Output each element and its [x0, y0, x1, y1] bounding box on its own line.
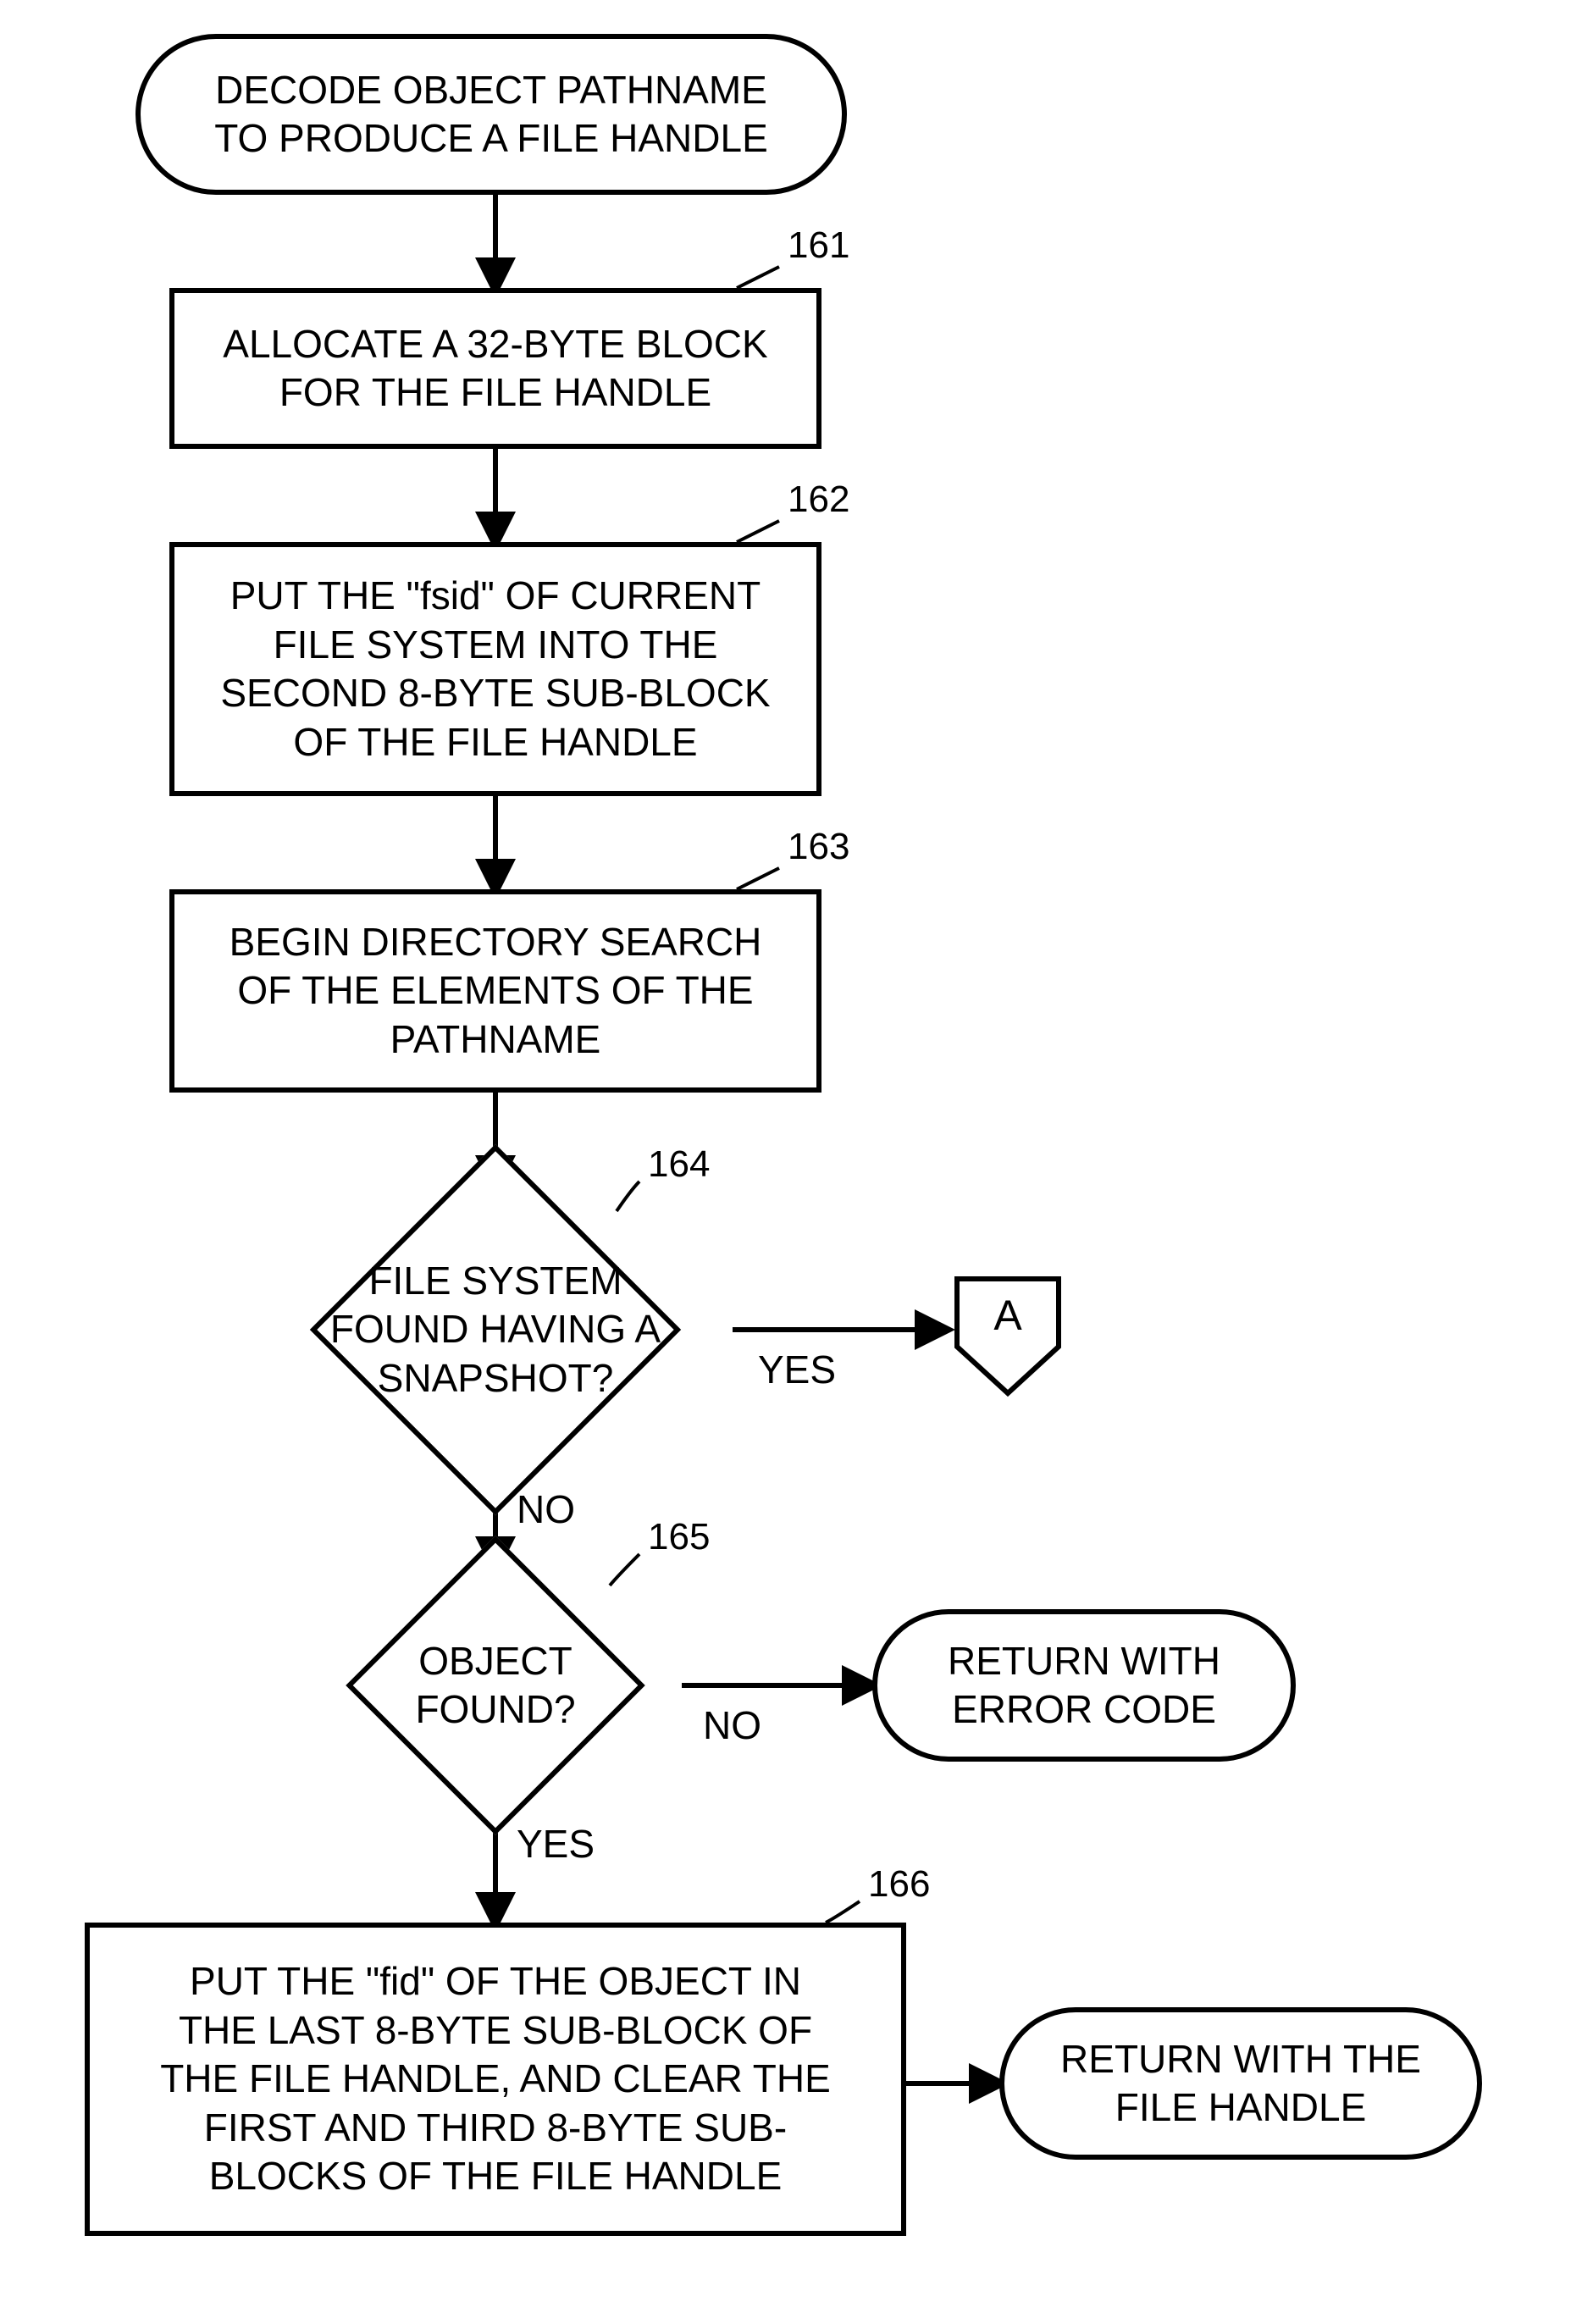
process-163: BEGIN DIRECTORY SEARCHOF THE ELEMENTS OF…: [169, 889, 821, 1093]
label-yes-164: YES: [758, 1347, 836, 1392]
ref-163: 163: [788, 826, 849, 868]
ref-166: 166: [868, 1863, 930, 1906]
ref-162: 162: [788, 479, 849, 521]
process-166-text: PUT THE "fid" OF THE OBJECT INTHE LAST 8…: [160, 1957, 831, 2201]
ref-165: 165: [648, 1516, 710, 1558]
return-filehandle-terminator: RETURN WITH THEFILE HANDLE: [999, 2007, 1482, 2160]
ref-161: 161: [788, 224, 849, 267]
return-filehandle-text: RETURN WITH THEFILE HANDLE: [1060, 2035, 1421, 2133]
connector-a: A: [949, 1270, 1067, 1389]
process-162: PUT THE "fsid" OF CURRENTFILE SYSTEM INT…: [169, 542, 821, 796]
label-no-165: NO: [703, 1702, 761, 1748]
decision-165-text: OBJECTFOUND?: [415, 1639, 575, 1732]
process-162-text: PUT THE "fsid" OF CURRENTFILE SYSTEM INT…: [220, 572, 770, 766]
return-error-text: RETURN WITHERROR CODE: [948, 1637, 1220, 1735]
label-yes-165: YES: [517, 1821, 595, 1867]
label-no-164: NO: [517, 1486, 575, 1532]
decision-164-text: FILE SYSTEMFOUND HAVING ASNAPSHOT?: [330, 1259, 661, 1400]
return-error-terminator: RETURN WITHERROR CODE: [872, 1609, 1296, 1762]
start-text: DECODE OBJECT PATHNAMETO PRODUCE A FILE …: [214, 66, 768, 163]
process-166: PUT THE "fid" OF THE OBJECT INTHE LAST 8…: [85, 1923, 906, 2236]
flowchart-canvas: DECODE OBJECT PATHNAMETO PRODUCE A FILE …: [0, 0, 1582, 2324]
decision-164: FILE SYSTEMFOUND HAVING ASNAPSHOT?: [258, 1186, 733, 1474]
process-161: ALLOCATE A 32-BYTE BLOCKFOR THE FILE HAN…: [169, 288, 821, 449]
ref-164: 164: [648, 1143, 710, 1186]
start-terminator: DECODE OBJECT PATHNAMETO PRODUCE A FILE …: [136, 34, 847, 195]
connector-a-text: A: [993, 1292, 1021, 1339]
decision-165: OBJECTFOUND?: [309, 1567, 682, 1804]
process-163-text: BEGIN DIRECTORY SEARCHOF THE ELEMENTS OF…: [230, 918, 762, 1065]
process-161-text: ALLOCATE A 32-BYTE BLOCKFOR THE FILE HAN…: [223, 320, 767, 418]
